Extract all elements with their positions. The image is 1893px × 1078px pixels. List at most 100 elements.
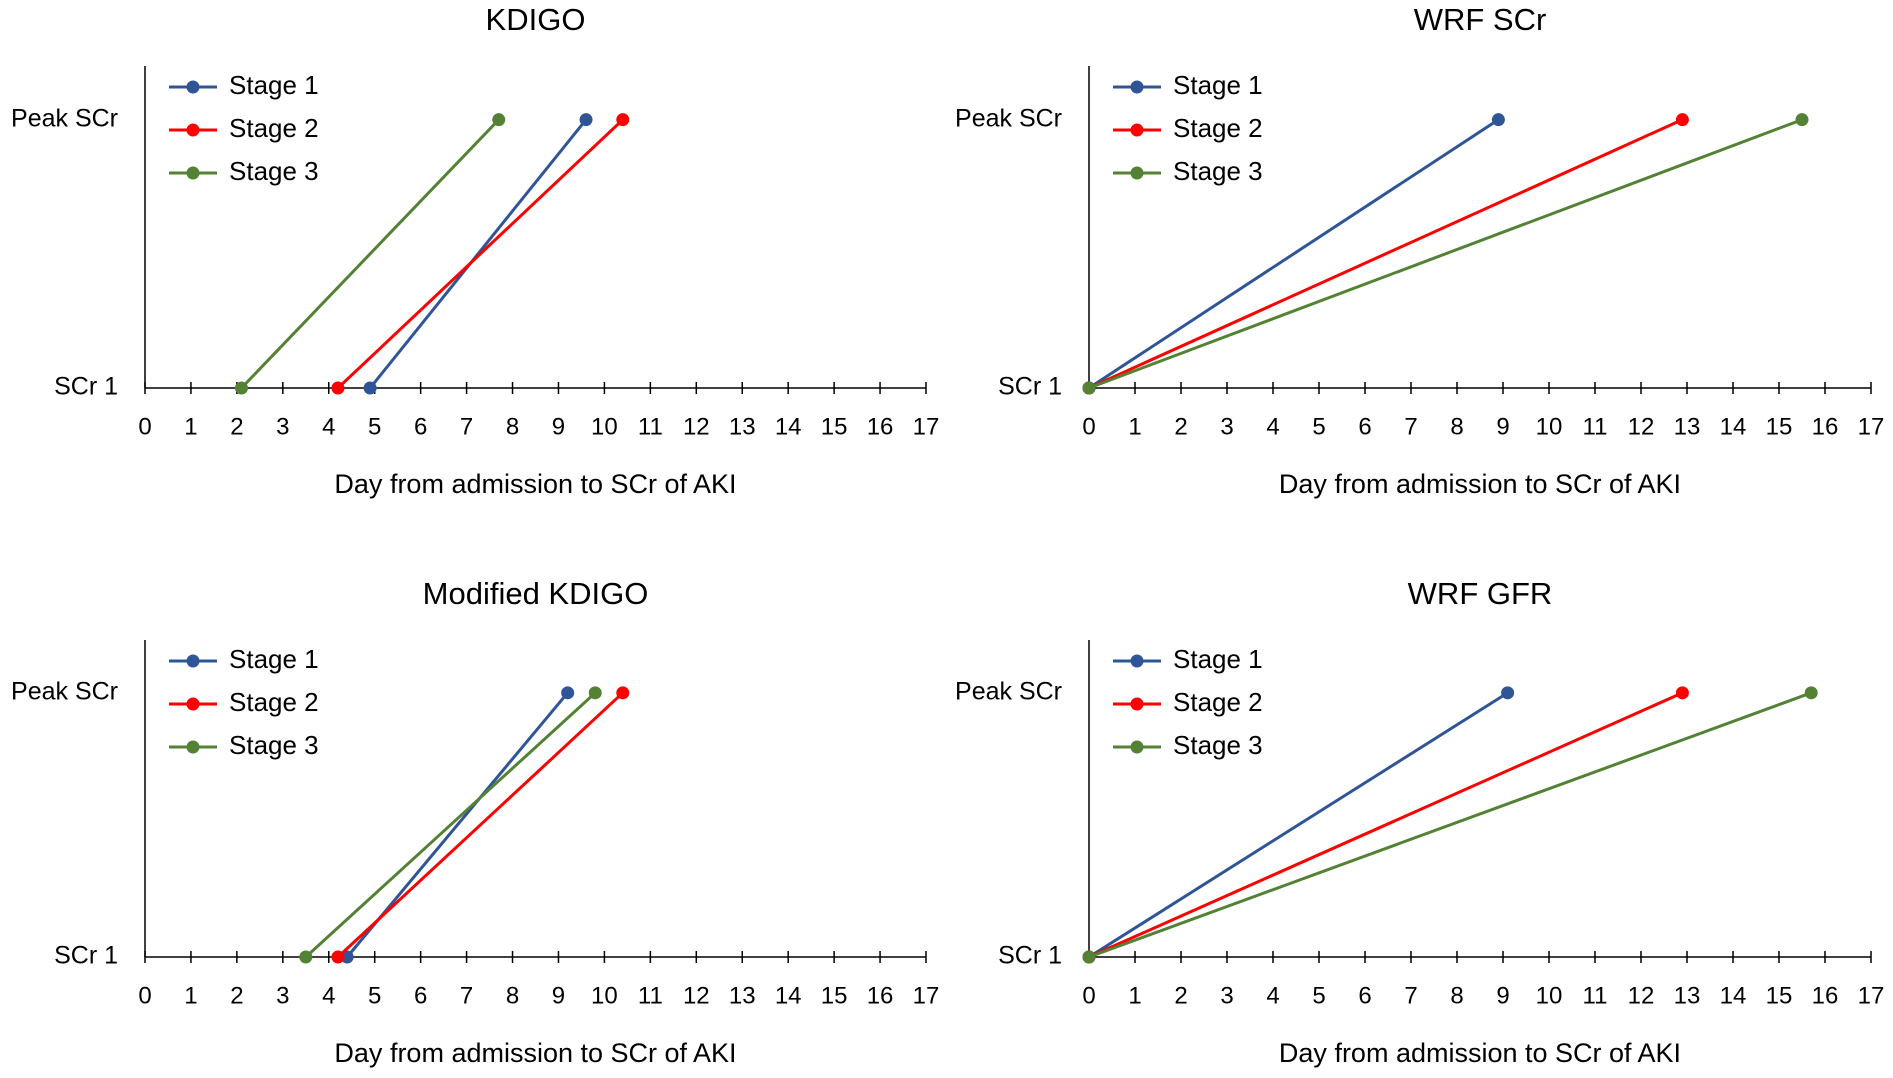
series-line xyxy=(1088,691,1812,959)
x-tick-label: 16 xyxy=(1812,413,1839,440)
x-tick-label: 17 xyxy=(913,982,940,1009)
x-tick-label: 0 xyxy=(1082,982,1095,1009)
x-tick-label: 1 xyxy=(184,982,197,1009)
point xyxy=(616,113,630,127)
x-tick-label: 12 xyxy=(1628,413,1655,440)
legend-marker xyxy=(1130,740,1144,754)
legend: Stage 1 Stage 2 Stage 3 xyxy=(169,644,319,760)
x-tick-label: 11 xyxy=(1583,982,1608,1009)
x-tick-label: 10 xyxy=(1536,982,1563,1009)
legend-label: Stage 1 xyxy=(229,70,319,100)
x-tick-label: 13 xyxy=(729,982,756,1009)
legend-marker xyxy=(1130,654,1144,668)
point xyxy=(579,113,593,127)
x-tick-label: 0 xyxy=(138,413,151,440)
x-tick-label: 2 xyxy=(230,413,243,440)
x-tick-label: 8 xyxy=(1450,982,1463,1009)
x-tick-label: 14 xyxy=(1720,413,1747,440)
legend-label: Stage 2 xyxy=(229,687,319,717)
legend-label: Stage 1 xyxy=(1173,70,1263,100)
chart-title: WRF GFR xyxy=(1408,576,1553,611)
x-tick-label: 7 xyxy=(460,982,473,1009)
y-tick-label: Peak SCr xyxy=(955,677,1062,705)
y-tick-label: SCr 1 xyxy=(998,942,1062,970)
x-tick-label: 14 xyxy=(775,982,802,1009)
x-tick-label: 6 xyxy=(414,413,427,440)
legend-label: Stage 2 xyxy=(1173,687,1263,717)
x-tick-label: 4 xyxy=(322,982,335,1009)
legend-marker xyxy=(186,740,200,754)
x-tick-label: 3 xyxy=(276,413,289,440)
series-line xyxy=(1088,118,1684,390)
x-tick-label: 10 xyxy=(1536,413,1563,440)
x-axis-label: Day from admission to SCr of AKI xyxy=(1279,1038,1681,1068)
x-tick-label: 1 xyxy=(1128,982,1141,1009)
chart-title: WRF SCr xyxy=(1414,2,1547,37)
x-tick-label: 12 xyxy=(1628,982,1655,1009)
x-tick-label: 12 xyxy=(683,413,710,440)
x-tick-label: 4 xyxy=(1266,982,1279,1009)
legend: Stage 1 Stage 2 Stage 3 xyxy=(169,70,319,186)
x-tick-label: 3 xyxy=(1220,982,1233,1009)
legend-label: Stage 3 xyxy=(1173,730,1263,760)
x-tick-label: 16 xyxy=(867,982,894,1009)
x-axis-label: Day from admission to SCr of AKI xyxy=(1279,469,1681,499)
x-tick-label: 17 xyxy=(1858,982,1885,1009)
x-tick-label: 17 xyxy=(1858,413,1885,440)
x-tick-label: 9 xyxy=(552,982,565,1009)
x-tick-label: 0 xyxy=(1082,413,1095,440)
x-tick-label: 15 xyxy=(1766,413,1793,440)
x-tick-label: 5 xyxy=(1312,982,1325,1009)
x-tick-label: 0 xyxy=(138,982,151,1009)
x-tick-label: 15 xyxy=(821,413,848,440)
x-tick-label: 6 xyxy=(414,982,427,1009)
point xyxy=(1675,686,1689,700)
x-tick-label: 4 xyxy=(322,413,335,440)
point xyxy=(340,950,354,964)
legend-label: Stage 3 xyxy=(1173,156,1263,186)
point xyxy=(234,381,248,395)
legend: Stage 1 Stage 2 Stage 3 xyxy=(1113,644,1263,760)
point xyxy=(1795,113,1809,127)
x-tick-label: 16 xyxy=(867,413,894,440)
legend-label: Stage 3 xyxy=(229,730,319,760)
x-tick-label: 8 xyxy=(506,413,519,440)
y-tick-label: Peak SCr xyxy=(955,104,1062,132)
legend-marker xyxy=(1130,123,1144,137)
legend-marker xyxy=(1130,166,1144,180)
x-tick-label: 13 xyxy=(1674,413,1701,440)
point xyxy=(1082,950,1096,964)
legend-marker xyxy=(1130,697,1144,711)
x-tick-label: 13 xyxy=(1674,982,1701,1009)
point xyxy=(299,950,313,964)
legend-marker xyxy=(1130,80,1144,94)
x-tick-label: 9 xyxy=(1496,982,1509,1009)
point xyxy=(492,113,506,127)
x-tick-label: 7 xyxy=(1404,982,1417,1009)
y-tick-label: SCr 1 xyxy=(998,373,1062,401)
x-tick-label: 14 xyxy=(1720,982,1747,1009)
x-tick-label: 11 xyxy=(1583,413,1608,440)
series-line xyxy=(1088,691,1509,959)
series-line xyxy=(304,691,597,959)
x-tick-label: 6 xyxy=(1358,413,1371,440)
series-line xyxy=(336,691,624,959)
x-tick-label: 3 xyxy=(1220,413,1233,440)
x-tick-label: 9 xyxy=(1496,413,1509,440)
x-tick-label: 17 xyxy=(913,413,940,440)
x-tick-label: 6 xyxy=(1358,982,1371,1009)
x-tick-label: 9 xyxy=(552,413,565,440)
series-line xyxy=(368,118,588,389)
point xyxy=(1491,113,1505,127)
legend: Stage 1 Stage 2 Stage 3 xyxy=(1113,70,1263,186)
x-tick-label: 1 xyxy=(184,413,197,440)
chart-title: Modified KDIGO xyxy=(423,576,649,611)
point xyxy=(363,381,377,395)
x-axis-label: Day from admission to SCr of AKI xyxy=(334,1038,736,1068)
legend-label: Stage 2 xyxy=(1173,113,1263,143)
legend-marker xyxy=(186,697,200,711)
legend-label: Stage 1 xyxy=(1173,644,1263,674)
